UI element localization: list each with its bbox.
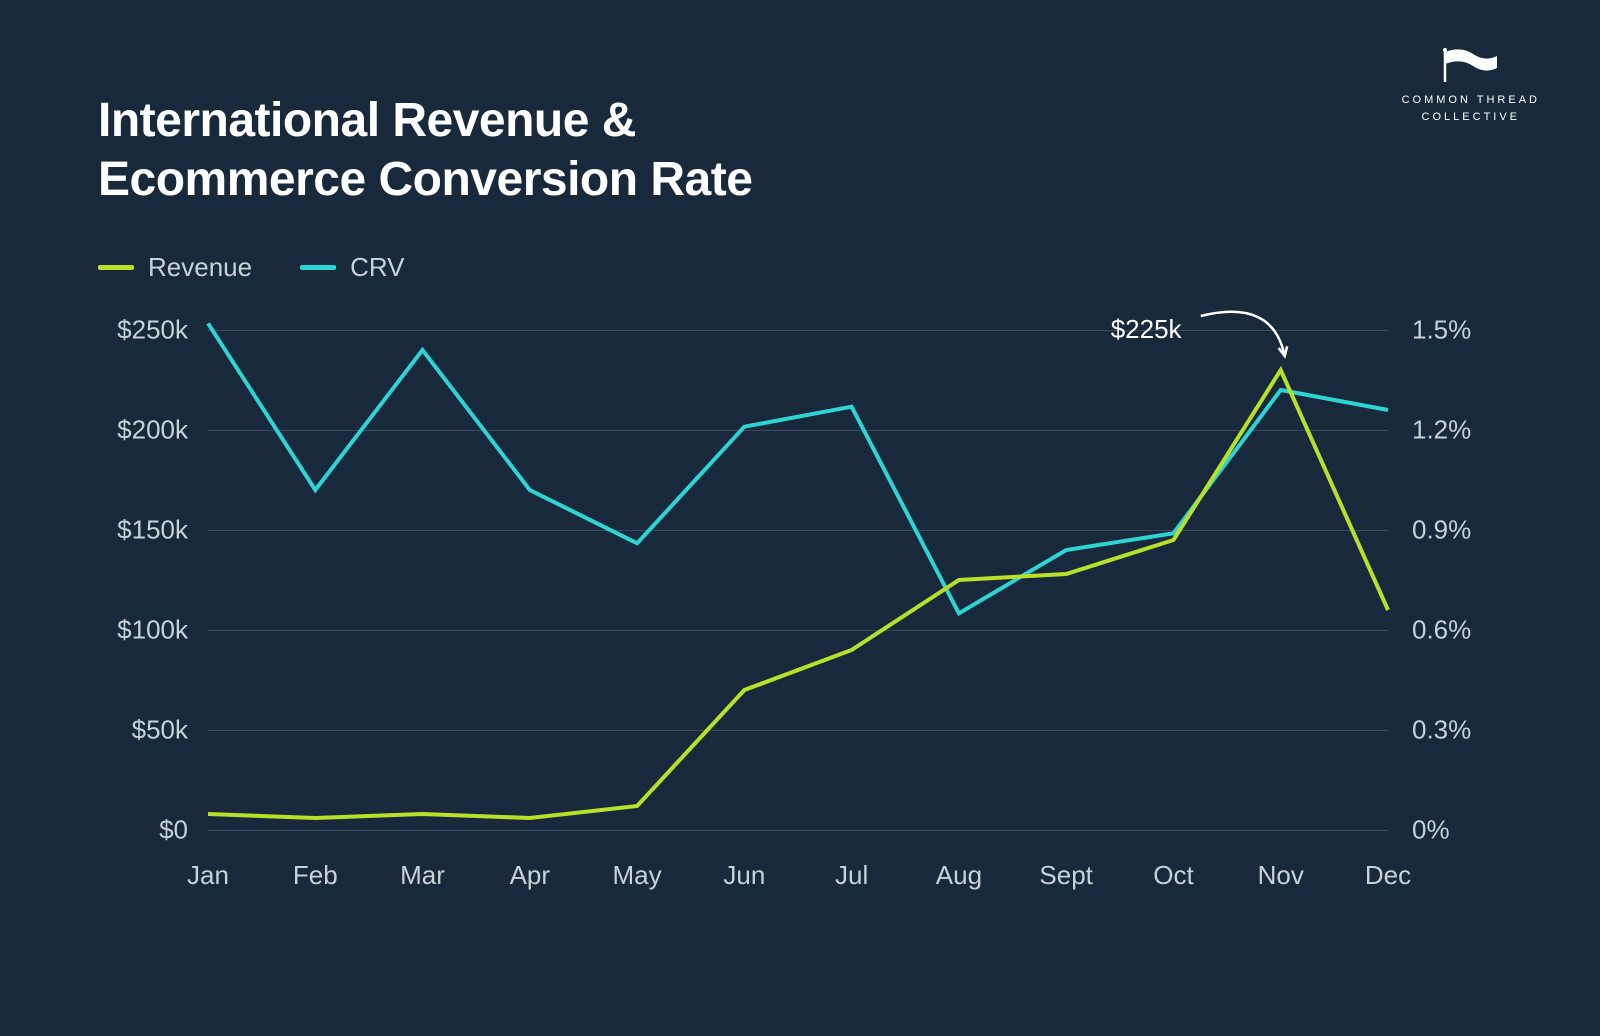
y-left-tick: $250k [98,315,188,346]
x-tick: May [613,860,662,891]
chart-title: International Revenue & Ecommerce Conver… [98,92,752,209]
legend-swatch-revenue [98,265,134,270]
x-tick: Feb [293,860,338,891]
brand-logo: COMMON THREAD COLLECTIVE [1402,48,1540,125]
line-crv [208,323,1388,613]
y-left-tick: $50k [98,715,188,746]
title-line2: Ecommerce Conversion Rate [98,151,752,210]
brand-text: COMMON THREAD COLLECTIVE [1402,92,1540,125]
x-tick: Mar [400,860,445,891]
annotation-arrow [1201,312,1285,356]
x-axis: JanFebMarAprMayJunJulAugSeptOctNovDec [208,860,1388,900]
annotation-label: $225k [1111,314,1182,345]
x-tick: Jan [187,860,229,891]
legend-swatch-crv [300,265,336,270]
legend-label-revenue: Revenue [148,252,252,283]
x-tick: Oct [1153,860,1193,891]
x-tick: Aug [936,860,982,891]
chart-container: $0$50k$100k$150k$200k$250k 0%0.3%0.6%0.9… [98,330,1502,930]
x-tick: Nov [1258,860,1304,891]
legend-item-crv: CRV [300,252,404,283]
y-right-tick: 0.9% [1412,515,1502,546]
y-axis-right: 0%0.3%0.6%0.9%1.2%1.5% [1412,330,1502,830]
title-line1: International Revenue & [98,92,752,151]
x-tick: Sept [1039,860,1093,891]
y-left-tick: $0 [98,815,188,846]
plot-area: $225k [208,330,1388,830]
legend-label-crv: CRV [350,252,404,283]
brand-line2: COLLECTIVE [1402,109,1540,126]
y-left-tick: $150k [98,515,188,546]
line-revenue [208,370,1388,818]
y-right-tick: 0.6% [1412,615,1502,646]
plot-svg [208,330,1388,830]
y-right-tick: 0.3% [1412,715,1502,746]
legend: Revenue CRV [98,252,405,283]
y-axis-left: $0$50k$100k$150k$200k$250k [98,330,188,830]
x-tick: Jun [723,860,765,891]
flag-icon [1443,48,1499,84]
y-right-tick: 1.2% [1412,415,1502,446]
x-tick: Jul [835,860,868,891]
gridline [208,830,1388,831]
y-right-tick: 1.5% [1412,315,1502,346]
y-left-tick: $100k [98,615,188,646]
legend-item-revenue: Revenue [98,252,252,283]
y-left-tick: $200k [98,415,188,446]
brand-line1: COMMON THREAD [1402,92,1540,109]
x-tick: Apr [510,860,550,891]
y-right-tick: 0% [1412,815,1502,846]
x-tick: Dec [1365,860,1411,891]
